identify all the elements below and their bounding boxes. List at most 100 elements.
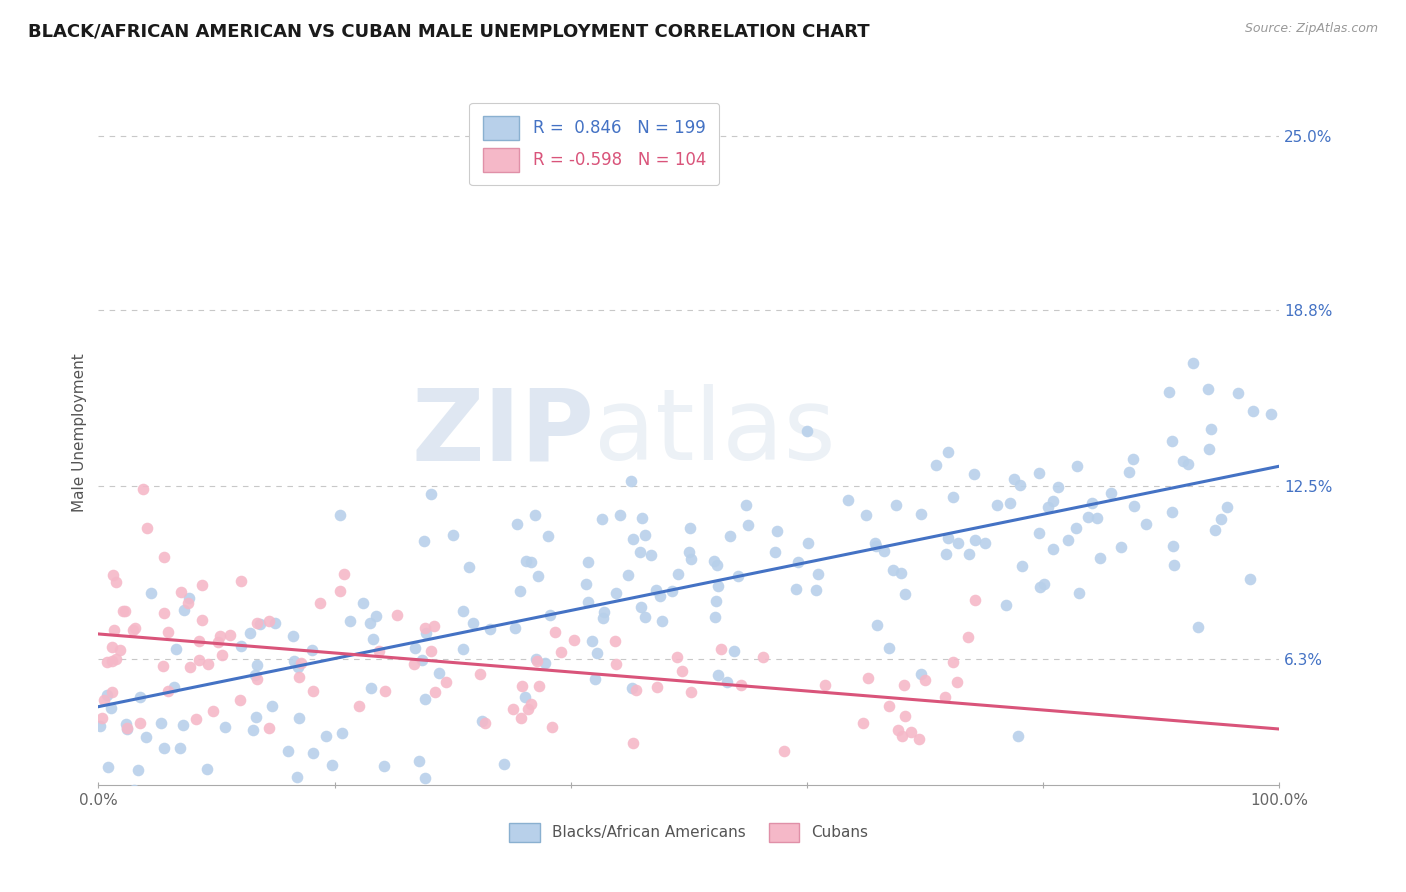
Point [434, 675, 457, 690]
Point [806, 583, 828, 598]
Point [246, 615, 269, 630]
Point [1161, 539, 1184, 553]
Point [285, 770, 308, 784]
Point [586, 646, 609, 660]
Point [512, 679, 534, 693]
Point [122, 623, 145, 637]
Point [124, 783, 146, 797]
Point [591, 511, 613, 525]
Point [1032, 577, 1054, 591]
Point [884, 498, 907, 512]
Point [246, 657, 269, 672]
Point [93, 692, 115, 706]
Point [946, 674, 969, 689]
Point [948, 536, 970, 550]
Point [1036, 500, 1059, 515]
Point [1122, 499, 1144, 513]
Point [609, 508, 631, 522]
Point [737, 518, 759, 533]
Point [308, 596, 330, 610]
Point [91, 711, 114, 725]
Point [787, 555, 810, 569]
Point [229, 640, 252, 654]
Point [262, 698, 284, 713]
Point [1198, 442, 1220, 457]
Point [153, 740, 176, 755]
Point [814, 678, 837, 692]
Point [339, 614, 361, 628]
Point [179, 660, 201, 674]
Point [634, 610, 657, 624]
Point [494, 756, 516, 771]
Point [347, 698, 370, 713]
Point [1181, 356, 1204, 370]
Point [1260, 407, 1282, 421]
Point [796, 536, 818, 550]
Point [605, 657, 627, 672]
Point [716, 674, 738, 689]
Point [239, 625, 262, 640]
Point [329, 584, 352, 599]
Point [710, 642, 733, 657]
Text: BLACK/AFRICAN AMERICAN VS CUBAN MALE UNEMPLOYMENT CORRELATION CHART: BLACK/AFRICAN AMERICAN VS CUBAN MALE UNE… [28, 22, 870, 40]
Point [519, 555, 541, 569]
Point [1135, 517, 1157, 532]
Point [634, 528, 657, 542]
Point [115, 722, 138, 736]
Point [723, 644, 745, 658]
Point [187, 634, 209, 648]
Legend: Blacks/African Americans, Cubans: Blacks/African Americans, Cubans [503, 817, 875, 847]
Point [661, 583, 683, 598]
Point [855, 508, 877, 523]
Point [100, 700, 122, 714]
Point [321, 758, 343, 772]
Point [537, 529, 560, 543]
Point [603, 634, 626, 648]
Point [1077, 509, 1099, 524]
Point [153, 606, 176, 620]
Point [703, 553, 725, 567]
Point [127, 763, 149, 777]
Point [592, 611, 614, 625]
Point [427, 666, 450, 681]
Point [458, 559, 481, 574]
Point [995, 599, 1018, 613]
Point [541, 720, 564, 734]
Point [620, 475, 643, 489]
Point [287, 711, 309, 725]
Point [963, 592, 986, 607]
Point [124, 621, 146, 635]
Point [281, 630, 304, 644]
Point [135, 520, 157, 534]
Point [103, 623, 125, 637]
Point [132, 482, 155, 496]
Point [908, 731, 931, 746]
Point [873, 543, 896, 558]
Point [852, 786, 875, 800]
Point [671, 664, 693, 678]
Point [910, 666, 932, 681]
Point [893, 678, 915, 692]
Point [1243, 404, 1265, 418]
Point [578, 555, 600, 569]
Point [718, 528, 741, 542]
Point [404, 640, 426, 655]
Point [679, 685, 702, 699]
Point [910, 507, 932, 521]
Point [515, 554, 537, 568]
Point [1177, 457, 1199, 471]
Point [887, 723, 910, 738]
Point [605, 586, 627, 600]
Point [624, 682, 647, 697]
Point [264, 615, 287, 630]
Point [197, 762, 219, 776]
Point [288, 670, 311, 684]
Point [359, 615, 381, 630]
Point [96, 655, 118, 669]
Point [177, 596, 200, 610]
Point [550, 645, 572, 659]
Point [329, 508, 352, 523]
Point [882, 563, 904, 577]
Point [451, 603, 474, 617]
Point [621, 681, 644, 695]
